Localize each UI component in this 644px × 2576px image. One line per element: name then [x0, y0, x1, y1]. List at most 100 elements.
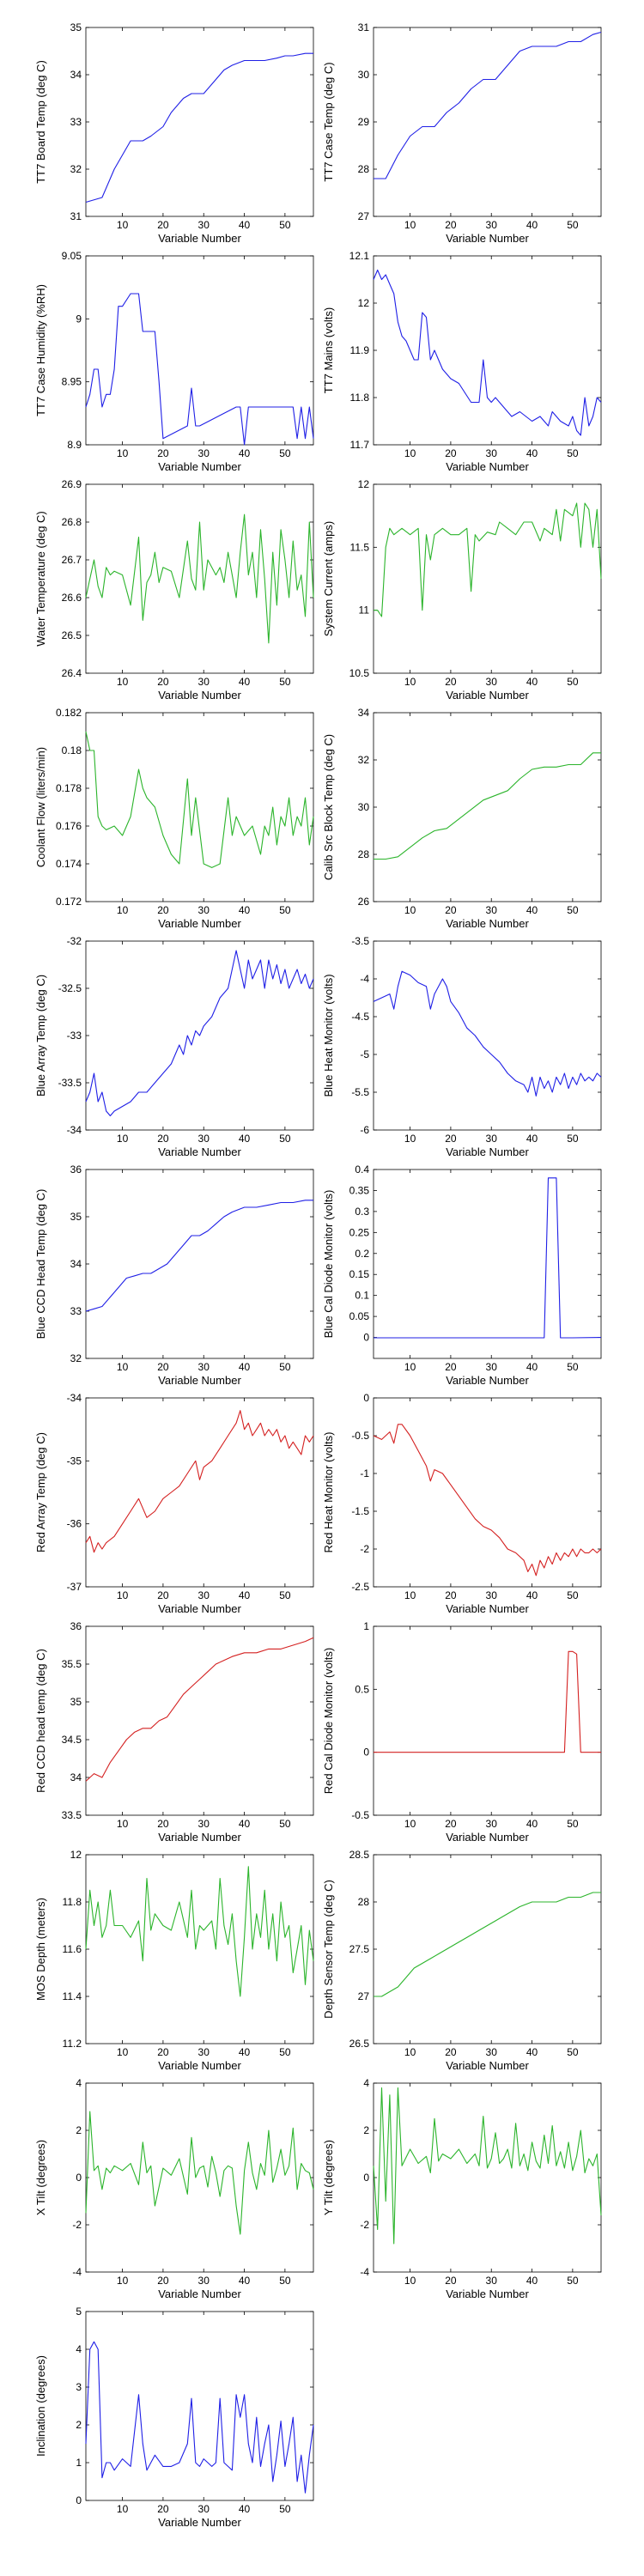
- y-tick-label: -4.5: [351, 1011, 369, 1023]
- x-tick-label: 50: [567, 219, 579, 231]
- x-tick-label: 50: [279, 1361, 291, 1373]
- x-tick-label: 20: [445, 447, 457, 459]
- x-tick-label: 20: [445, 2275, 457, 2287]
- x-tick-label: 20: [445, 1361, 457, 1373]
- chart-panel-15: 10 20 30 40 50 33.5 34 34.5 35 35.5 36 Variable Num…: [34, 1620, 314, 1844]
- plot-frame: [373, 1169, 602, 1359]
- chart-panel-13: 10 20 30 40 50 -37 -36 -35 -34 Variable Number Red…: [34, 1392, 314, 1615]
- y-tick-label: -3.5: [351, 935, 369, 947]
- y-tick-label: 33.5: [62, 1809, 82, 1821]
- series-line: [373, 970, 602, 1097]
- y-tick-label: 27.5: [349, 1943, 370, 1955]
- y-tick-label: -0.5: [351, 1430, 369, 1442]
- y-tick-label: 2: [363, 2124, 369, 2136]
- x-tick-label: 10: [117, 1133, 129, 1145]
- y-tick-label: 36: [70, 1163, 82, 1176]
- y-tick-label: 27: [358, 210, 370, 222]
- y-tick-label: 35.5: [62, 1658, 82, 1670]
- plot-frame: [373, 1625, 602, 1816]
- x-tick-label: 40: [526, 1133, 538, 1145]
- y-tick-label: 0: [363, 1332, 369, 1344]
- x-tick-label: 30: [198, 2046, 210, 2058]
- y-tick-label: 12: [70, 1849, 82, 1861]
- x-tick-label: 10: [117, 676, 129, 688]
- y-tick-label: 35: [70, 21, 82, 33]
- chart-panel-9: 10 20 30 40 50 -34 -33.5 -33 -32.5 -32 Variable Nu…: [34, 935, 314, 1158]
- plot-frame: [373, 712, 602, 902]
- x-tick-label: 40: [239, 904, 251, 916]
- y-tick-label: 0.5: [355, 1683, 369, 1695]
- x-tick-label: 20: [157, 2275, 169, 2287]
- x-tick-label: 30: [486, 904, 498, 916]
- x-tick-label: 10: [404, 1818, 416, 1830]
- chart-panel-1: 10 20 30 40 50 31 32 33 34 35 Variable Number TT7 B…: [34, 21, 314, 245]
- chart-panel-14: 10 20 30 40 50 -2.5 -2 -1.5 -1 -0.5 0 Variable Numb…: [322, 1392, 602, 1615]
- y-tick-label: 28: [358, 1896, 370, 1908]
- y-tick-label: -4: [360, 2266, 369, 2278]
- x-axis-label: Variable Number: [158, 689, 241, 702]
- y-axis-label: TT7 Case Humidity (%RH): [34, 284, 47, 416]
- x-tick-label: 40: [526, 219, 538, 231]
- x-tick-label: 10: [404, 1589, 416, 1601]
- x-tick-label: 10: [404, 676, 416, 688]
- x-tick-label: 10: [117, 2503, 129, 2515]
- x-tick-label: 10: [404, 904, 416, 916]
- x-tick-label: 10: [404, 1361, 416, 1373]
- y-tick-label: 28: [358, 848, 370, 860]
- series-line: [85, 950, 314, 1117]
- x-tick-label: 40: [526, 1589, 538, 1601]
- y-tick-label: -2: [360, 2219, 369, 2231]
- y-tick-label: 0: [363, 2172, 369, 2184]
- y-tick-label: 0.182: [56, 707, 82, 719]
- y-tick-label: 12: [358, 478, 370, 490]
- y-tick-label: 26.9: [62, 478, 82, 490]
- x-tick-label: 40: [526, 2046, 538, 2058]
- y-tick-label: 9: [76, 313, 82, 325]
- plot-frame: [85, 1397, 314, 1588]
- y-tick-label: 11.4: [63, 1990, 82, 2002]
- x-tick-label: 30: [486, 676, 498, 688]
- series-line: [85, 52, 313, 204]
- x-tick-label: 30: [198, 676, 210, 688]
- x-axis-label: Variable Number: [446, 1602, 529, 1615]
- x-tick-label: 20: [157, 1818, 169, 1830]
- series-line: [85, 513, 314, 644]
- y-tick-label: 34: [358, 707, 370, 719]
- x-axis-label: Variable Number: [158, 1374, 241, 1387]
- y-tick-label: 12.1: [349, 250, 370, 262]
- x-tick-label: 10: [404, 219, 416, 231]
- y-tick-label: -1: [360, 1467, 369, 1479]
- x-tick-label: 30: [486, 219, 498, 231]
- x-tick-label: 30: [486, 2046, 498, 2058]
- plot-frame: [373, 2082, 602, 2273]
- y-tick-label: 4: [76, 2077, 82, 2089]
- chart-panel-6: 10 20 30 40 50 10.5 11 11.5 12 Variable Number Sys…: [322, 478, 602, 702]
- y-tick-label: 31: [70, 210, 82, 222]
- y-tick-label: 28.5: [349, 1849, 370, 1861]
- chart-panel-7: 10 20 30 40 50 0.172 0.174 0.176 0.178 0.18 0.182 V…: [34, 707, 314, 930]
- y-tick-label: 11.8: [63, 1896, 82, 1908]
- x-tick-label: 50: [567, 904, 579, 916]
- x-axis-label: Variable Number: [446, 2059, 529, 2072]
- y-tick-label: 32: [358, 754, 370, 766]
- y-axis-label: Blue Heat Monitor (volts): [322, 974, 335, 1097]
- x-tick-label: 30: [198, 1361, 210, 1373]
- y-tick-label: 27: [358, 1990, 370, 2002]
- series-line: [373, 1424, 602, 1577]
- y-tick-label: 2: [76, 2419, 82, 2431]
- plot-frame: [373, 255, 602, 446]
- y-tick-label: 34.5: [62, 1734, 82, 1746]
- x-tick-label: 50: [279, 219, 291, 231]
- x-tick-label: 10: [404, 2046, 416, 2058]
- series-line: [85, 1200, 313, 1312]
- y-tick-label: 11.9: [350, 344, 370, 356]
- chart-panel-17: 10 20 30 40 50 11.2 11.4 11.6 11.8 12 Variable Num…: [34, 1849, 314, 2072]
- y-tick-label: 34: [70, 1771, 82, 1783]
- x-tick-label: 30: [198, 1589, 210, 1601]
- series-line: [85, 2111, 314, 2235]
- x-tick-label: 30: [198, 1818, 210, 1830]
- y-tick-label: 2: [76, 2124, 82, 2136]
- x-tick-label: 10: [117, 1361, 129, 1373]
- y-axis-label: Blue Cal Diode Monitor (volts): [322, 1190, 335, 1339]
- x-tick-label: 50: [279, 1818, 291, 1830]
